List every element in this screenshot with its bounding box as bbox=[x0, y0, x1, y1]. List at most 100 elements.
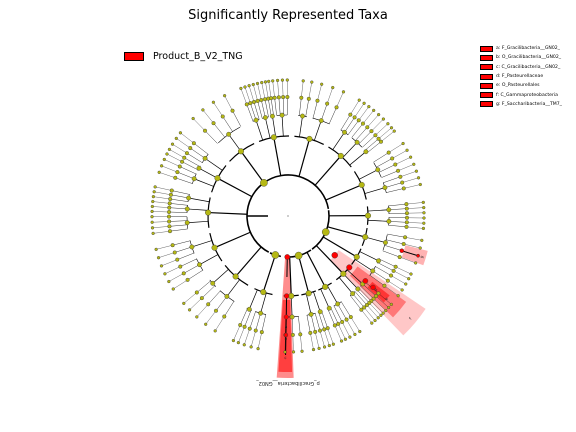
branch-link bbox=[390, 275, 406, 285]
branch-link bbox=[352, 293, 365, 308]
branch-link bbox=[177, 171, 195, 179]
taxon-node bbox=[325, 101, 330, 106]
taxon-node bbox=[300, 349, 304, 353]
branch-link bbox=[301, 80, 304, 98]
branch-link bbox=[393, 270, 409, 279]
taxon-node bbox=[400, 288, 404, 292]
branch-link bbox=[361, 309, 372, 324]
taxon-node bbox=[344, 317, 349, 322]
legend-swatch bbox=[480, 64, 493, 71]
branch-link bbox=[262, 254, 276, 293]
taxon-node bbox=[238, 322, 243, 327]
branch-link bbox=[244, 309, 252, 327]
taxon-node bbox=[385, 278, 390, 283]
branch-link bbox=[406, 226, 424, 229]
taxon-node bbox=[232, 273, 239, 280]
branch-link bbox=[261, 99, 266, 118]
branch-link bbox=[260, 292, 267, 314]
taxon-node bbox=[199, 296, 204, 301]
branch-link bbox=[161, 165, 178, 173]
taxon-node bbox=[342, 129, 347, 135]
branch-link bbox=[292, 334, 294, 352]
branch-link bbox=[204, 130, 218, 144]
clade-letter: c bbox=[284, 355, 286, 360]
branch-link bbox=[248, 85, 255, 103]
taxon-node bbox=[398, 174, 403, 179]
branch-link bbox=[273, 137, 282, 176]
branch-link bbox=[358, 131, 372, 145]
branch-link bbox=[298, 316, 301, 335]
taxon-node bbox=[356, 118, 361, 123]
taxon-node bbox=[386, 218, 392, 224]
branch-link bbox=[387, 233, 406, 238]
clade-letter: e bbox=[384, 296, 390, 302]
taxon-node bbox=[239, 86, 243, 91]
branch-link bbox=[215, 296, 228, 311]
taxon-node bbox=[365, 125, 370, 130]
taxon-node bbox=[376, 291, 381, 296]
branch-link bbox=[187, 270, 203, 281]
taxon-node bbox=[195, 315, 199, 319]
taxon-node bbox=[191, 176, 197, 182]
branch-link bbox=[249, 311, 256, 329]
taxon-node bbox=[358, 329, 362, 334]
taxon-node bbox=[308, 330, 313, 335]
taxon-node bbox=[384, 308, 388, 313]
taxon-node bbox=[197, 262, 202, 268]
taxon-node bbox=[381, 117, 385, 121]
branch-link bbox=[327, 328, 334, 345]
taxon-node bbox=[283, 350, 287, 354]
branch-link bbox=[325, 184, 362, 201]
taxon-node bbox=[339, 339, 344, 343]
taxon-node bbox=[382, 185, 388, 191]
branch-link bbox=[305, 98, 310, 117]
taxon-node bbox=[185, 277, 190, 282]
taxon-node bbox=[308, 311, 314, 317]
branch-link bbox=[265, 81, 269, 99]
branch-link bbox=[240, 150, 265, 184]
branch-link bbox=[384, 285, 399, 296]
legend-swatch bbox=[480, 73, 493, 80]
branch-link bbox=[375, 123, 388, 136]
taxon-node bbox=[386, 150, 391, 155]
taxon-node bbox=[151, 199, 155, 204]
taxon-node bbox=[418, 182, 422, 187]
branch-link bbox=[315, 331, 320, 349]
taxon-node bbox=[370, 268, 376, 274]
taxon-node bbox=[167, 219, 172, 224]
branch-link bbox=[346, 319, 356, 335]
branch-link bbox=[270, 98, 274, 117]
taxon-node bbox=[359, 307, 364, 312]
taxon-node bbox=[378, 139, 383, 144]
branch-link bbox=[170, 194, 189, 199]
taxon-node bbox=[386, 207, 392, 213]
branch-link bbox=[233, 324, 241, 341]
taxon-node bbox=[350, 291, 356, 296]
branch-link bbox=[305, 293, 312, 315]
taxon-node bbox=[401, 141, 405, 146]
branch-link bbox=[383, 176, 401, 183]
taxon-node bbox=[320, 82, 324, 86]
taxon-node bbox=[260, 80, 264, 85]
taxon-node bbox=[374, 294, 379, 299]
branch-link bbox=[250, 103, 257, 121]
branch-link bbox=[403, 243, 421, 249]
taxon-node bbox=[258, 310, 264, 316]
taxon-node bbox=[157, 170, 161, 174]
branch-link bbox=[196, 304, 209, 317]
taxon-node bbox=[409, 272, 413, 276]
branch-link bbox=[250, 330, 256, 347]
taxon-node bbox=[409, 155, 413, 159]
branch-link bbox=[369, 275, 385, 286]
branch-link bbox=[310, 314, 316, 332]
taxon-node bbox=[301, 79, 305, 83]
taxon-node bbox=[376, 258, 381, 264]
taxon-node bbox=[404, 206, 409, 211]
taxon-node bbox=[397, 255, 402, 260]
taxon-node bbox=[169, 188, 174, 193]
taxon-node bbox=[414, 169, 419, 173]
branch-link bbox=[327, 285, 338, 305]
taxon-node bbox=[211, 244, 218, 251]
highlight-node bbox=[370, 284, 376, 290]
taxon-node bbox=[412, 162, 416, 166]
